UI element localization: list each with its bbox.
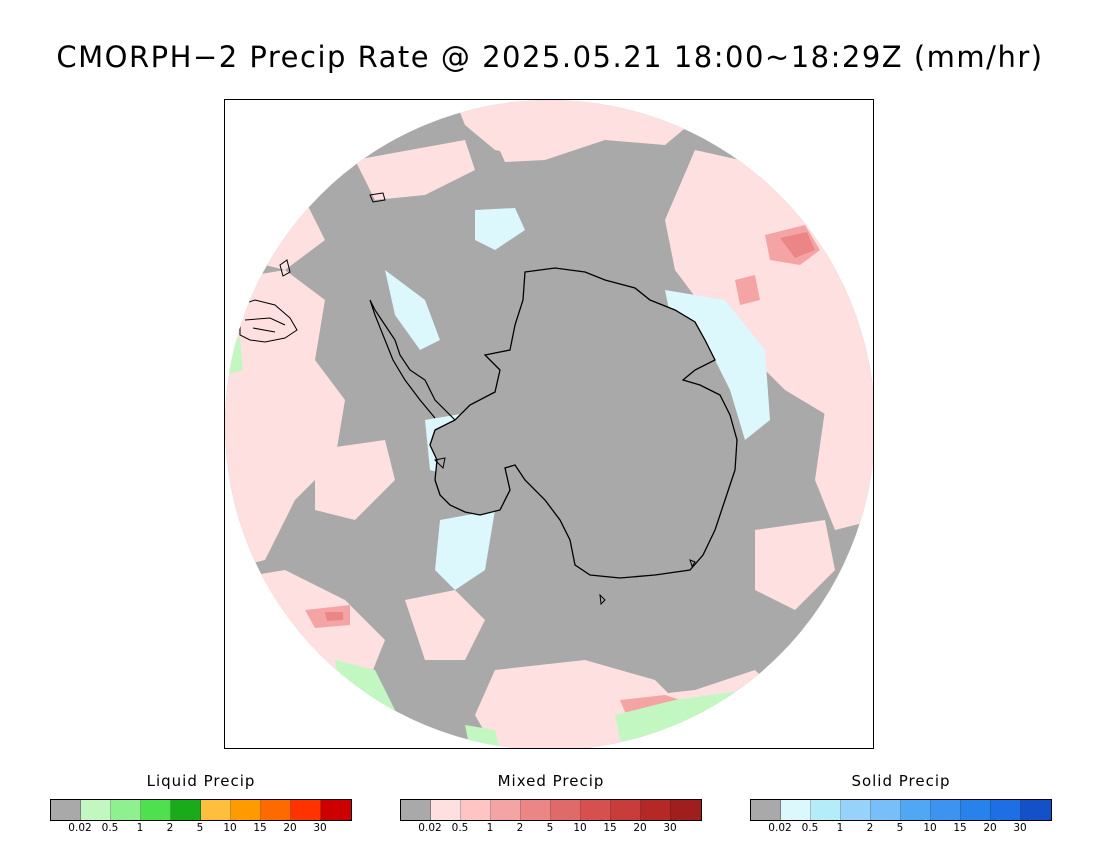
solid-swatch — [871, 800, 901, 820]
solid-swatch — [991, 800, 1021, 820]
solid-swatch — [781, 800, 811, 820]
mixed-tick-label: 15 — [603, 822, 617, 834]
solid-swatch — [901, 800, 931, 820]
liquid-precip-legend: Liquid Precip 0.02 0.5 1 2 5 10 15 20 30 — [50, 770, 352, 840]
mixed-swatch — [491, 800, 521, 820]
solid-tick-label: 5 — [896, 822, 904, 834]
solid-precip-legend: Solid Precip 0.02 0.5 1 2 5 10 15 20 30 — [750, 770, 1052, 840]
liquid-swatch — [141, 800, 171, 820]
solid-tick-label: 15 — [953, 822, 967, 834]
south-america-tip — [239, 259, 298, 343]
liquid-swatch — [261, 800, 291, 820]
mixed-tick-label: 0.02 — [418, 822, 442, 834]
liquid-swatch — [81, 800, 111, 820]
liquid-tick-label: 5 — [196, 822, 204, 834]
island-outlines — [369, 192, 696, 606]
solid-tick-label: 2 — [866, 822, 874, 834]
solid-color-bar — [750, 799, 1052, 821]
mixed-tick-label: 10 — [573, 822, 587, 834]
liquid-legend-title: Liquid Precip — [146, 772, 256, 790]
solid-tick-label: 30 — [1013, 822, 1027, 834]
mixed-color-bar — [400, 799, 702, 821]
mixed-precip-legend: Mixed Precip 0.02 0.5 1 2 5 10 15 20 30 — [400, 770, 702, 840]
liquid-tick-label: 1 — [136, 822, 144, 834]
solid-swatch — [751, 800, 781, 820]
mixed-tick-label: 0.5 — [451, 822, 469, 834]
solid-swatch — [1021, 800, 1051, 820]
polar-map-frame — [224, 99, 874, 749]
mixed-swatch — [611, 800, 641, 820]
mixed-swatch — [431, 800, 461, 820]
solid-swatch — [811, 800, 841, 820]
mixed-tick-label: 5 — [546, 822, 554, 834]
mixed-legend-title: Mixed Precip — [497, 772, 605, 790]
liquid-swatch — [201, 800, 231, 820]
solid-tick-label: 0.5 — [801, 822, 819, 834]
liquid-tick-labels: 0.02 0.5 1 2 5 10 15 20 30 — [50, 822, 350, 836]
solid-swatch — [961, 800, 991, 820]
liquid-color-bar — [50, 799, 352, 821]
solid-tick-label: 20 — [983, 822, 997, 834]
liquid-tick-label: 10 — [223, 822, 237, 834]
mixed-tick-labels: 0.02 0.5 1 2 5 10 15 20 30 — [400, 822, 700, 836]
solid-legend-title: Solid Precip — [851, 772, 951, 790]
liquid-tick-label: 0.5 — [101, 822, 119, 834]
liquid-swatch — [291, 800, 321, 820]
liquid-swatch — [231, 800, 261, 820]
mixed-swatch — [671, 800, 701, 820]
liquid-tick-label: 30 — [313, 822, 327, 834]
mixed-tick-label: 30 — [663, 822, 677, 834]
map-title: CMORPH−2 Precip Rate @ 2025.05.21 18:00~… — [56, 40, 1044, 74]
solid-tick-labels: 0.02 0.5 1 2 5 10 15 20 30 — [750, 822, 1050, 836]
liquid-tick-label: 2 — [166, 822, 174, 834]
liquid-swatch — [51, 800, 81, 820]
antarctic-peninsula — [369, 299, 456, 421]
antarctica-landmass — [429, 267, 738, 579]
solid-swatch — [931, 800, 961, 820]
liquid-tick-label: 0.02 — [68, 822, 92, 834]
liquid-swatch — [171, 800, 201, 820]
solid-swatch — [841, 800, 871, 820]
mixed-tick-label: 2 — [516, 822, 524, 834]
precip-disk — [225, 100, 873, 748]
liquid-tick-label: 15 — [253, 822, 267, 834]
mixed-swatch — [641, 800, 671, 820]
liquid-swatch — [111, 800, 141, 820]
solid-tick-label: 1 — [836, 822, 844, 834]
liquid-tick-label: 20 — [283, 822, 297, 834]
antarctic-polar-map — [225, 100, 873, 748]
mixed-swatch — [521, 800, 551, 820]
mixed-tick-label: 1 — [486, 822, 494, 834]
mixed-swatch — [461, 800, 491, 820]
solid-tick-label: 0.02 — [768, 822, 792, 834]
liquid-swatch — [321, 800, 351, 820]
mixed-swatch — [581, 800, 611, 820]
mixed-swatch — [401, 800, 431, 820]
mixed-tick-label: 20 — [633, 822, 647, 834]
mixed-swatch — [551, 800, 581, 820]
heavier-mixed-precip-areas — [325, 232, 815, 621]
solid-tick-label: 10 — [923, 822, 937, 834]
